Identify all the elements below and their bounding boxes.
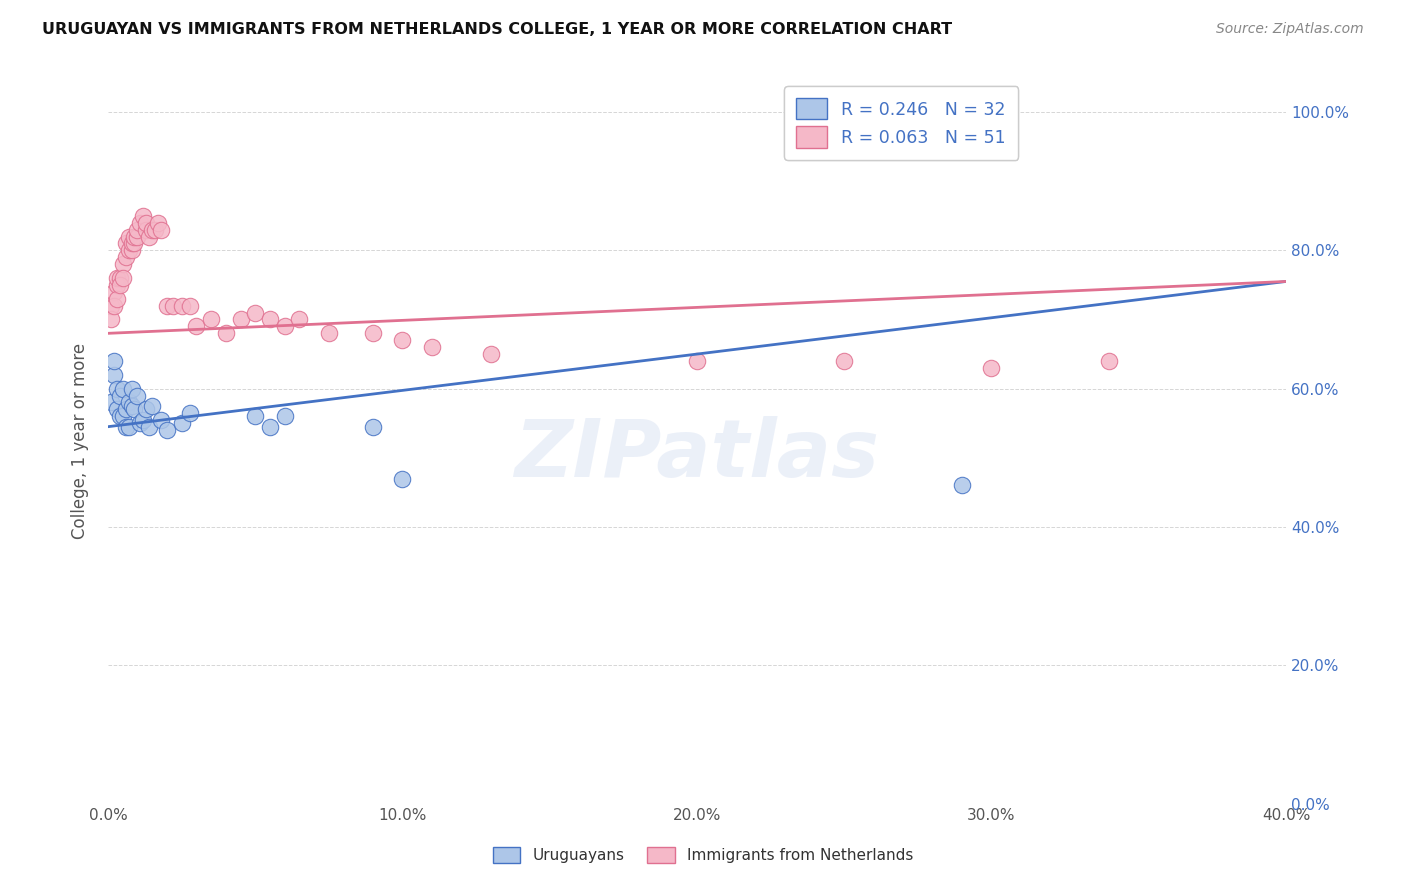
Point bbox=[121, 236, 143, 251]
Point bbox=[129, 416, 152, 430]
Point bbox=[114, 402, 136, 417]
Point bbox=[138, 229, 160, 244]
Point bbox=[114, 250, 136, 264]
Point bbox=[117, 244, 139, 258]
Point bbox=[1098, 354, 1121, 368]
Point bbox=[150, 222, 173, 236]
Point bbox=[288, 312, 311, 326]
Point bbox=[108, 409, 131, 424]
Point bbox=[132, 413, 155, 427]
Point bbox=[135, 216, 157, 230]
Point bbox=[105, 382, 128, 396]
Point bbox=[121, 382, 143, 396]
Point bbox=[150, 413, 173, 427]
Point bbox=[111, 409, 134, 424]
Point bbox=[127, 388, 149, 402]
Point bbox=[121, 244, 143, 258]
Point bbox=[135, 222, 157, 236]
Point bbox=[135, 402, 157, 417]
Point bbox=[318, 326, 340, 341]
Point bbox=[162, 299, 184, 313]
Point bbox=[105, 271, 128, 285]
Point bbox=[361, 326, 384, 341]
Point bbox=[170, 416, 193, 430]
Point bbox=[127, 222, 149, 236]
Legend: Uruguayans, Immigrants from Netherlands: Uruguayans, Immigrants from Netherlands bbox=[485, 839, 921, 871]
Point bbox=[391, 333, 413, 347]
Point bbox=[103, 354, 125, 368]
Point bbox=[132, 209, 155, 223]
Point bbox=[832, 354, 855, 368]
Point bbox=[186, 319, 208, 334]
Point bbox=[124, 229, 146, 244]
Point bbox=[108, 388, 131, 402]
Legend: R = 0.246   N = 32, R = 0.063   N = 51: R = 0.246 N = 32, R = 0.063 N = 51 bbox=[785, 87, 1018, 160]
Point bbox=[117, 229, 139, 244]
Point bbox=[100, 299, 122, 313]
Point bbox=[100, 312, 122, 326]
Point bbox=[141, 399, 163, 413]
Point bbox=[215, 326, 238, 341]
Point bbox=[420, 340, 443, 354]
Point bbox=[114, 419, 136, 434]
Point bbox=[127, 229, 149, 244]
Point bbox=[950, 478, 973, 492]
Point bbox=[156, 423, 179, 437]
Point bbox=[103, 368, 125, 382]
Point bbox=[980, 360, 1002, 375]
Point bbox=[146, 216, 169, 230]
Point bbox=[179, 406, 201, 420]
Point bbox=[391, 472, 413, 486]
Point bbox=[124, 236, 146, 251]
Y-axis label: College, 1 year or more: College, 1 year or more bbox=[72, 343, 89, 539]
Point bbox=[111, 271, 134, 285]
Point bbox=[273, 319, 295, 334]
Point bbox=[361, 419, 384, 434]
Point bbox=[170, 299, 193, 313]
Point bbox=[245, 305, 267, 319]
Point bbox=[100, 395, 122, 409]
Point bbox=[129, 216, 152, 230]
Point bbox=[124, 402, 146, 417]
Point bbox=[686, 354, 709, 368]
Point bbox=[273, 409, 295, 424]
Point bbox=[143, 222, 166, 236]
Point bbox=[200, 312, 222, 326]
Point bbox=[229, 312, 252, 326]
Text: Source: ZipAtlas.com: Source: ZipAtlas.com bbox=[1216, 22, 1364, 37]
Point bbox=[111, 257, 134, 271]
Point bbox=[103, 285, 125, 299]
Point bbox=[141, 222, 163, 236]
Point bbox=[156, 299, 179, 313]
Point bbox=[105, 402, 128, 417]
Point bbox=[479, 347, 502, 361]
Text: URUGUAYAN VS IMMIGRANTS FROM NETHERLANDS COLLEGE, 1 YEAR OR MORE CORRELATION CHA: URUGUAYAN VS IMMIGRANTS FROM NETHERLANDS… bbox=[42, 22, 952, 37]
Point bbox=[245, 409, 267, 424]
Text: ZIPatlas: ZIPatlas bbox=[515, 416, 880, 494]
Point bbox=[117, 419, 139, 434]
Point bbox=[259, 419, 281, 434]
Point bbox=[108, 271, 131, 285]
Point bbox=[121, 399, 143, 413]
Point bbox=[117, 395, 139, 409]
Point bbox=[111, 382, 134, 396]
Point bbox=[103, 299, 125, 313]
Point bbox=[105, 292, 128, 306]
Point bbox=[138, 419, 160, 434]
Point bbox=[114, 236, 136, 251]
Point bbox=[179, 299, 201, 313]
Point bbox=[108, 277, 131, 292]
Point bbox=[105, 277, 128, 292]
Point bbox=[259, 312, 281, 326]
